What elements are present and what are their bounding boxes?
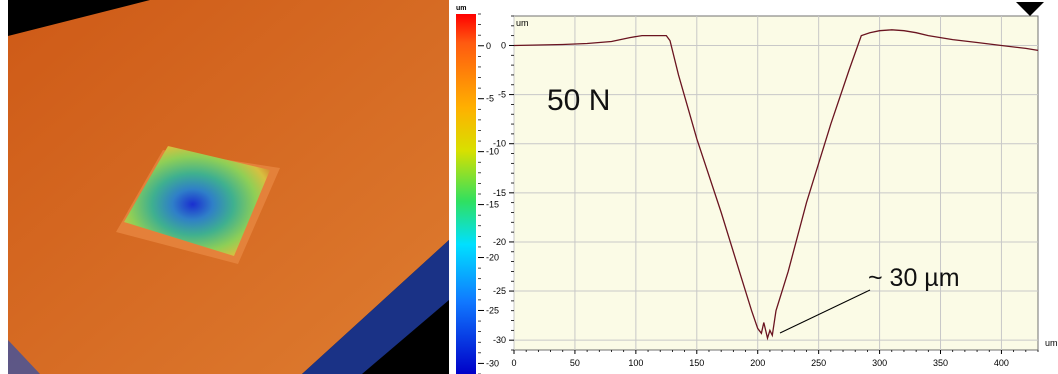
x-axis: 0 50 100 150 200 250 300 350 400 [511, 350, 1039, 368]
y-tick-label: 0 [501, 40, 506, 50]
colorbar: um 0 -5 -10 -15 -20 -25 -30 [456, 5, 499, 374]
depth-label: ~ 30 µm [868, 264, 960, 292]
x-tick-label: 0 [511, 358, 516, 368]
colorbar-unit: um [456, 5, 467, 12]
load-label: 50 N [547, 84, 610, 117]
colorbar-tick-label: -15 [486, 200, 499, 210]
x-tick-label: 50 [570, 358, 580, 368]
x-tick-label: 350 [933, 358, 948, 368]
y-tick-label: -25 [493, 286, 506, 296]
x-tick-label: 150 [689, 358, 704, 368]
x-tick-label: 200 [750, 358, 765, 368]
x-tick-label: 100 [628, 358, 643, 368]
y-tick-label: -5 [498, 90, 506, 100]
marker-triangle-icon [1016, 2, 1044, 16]
y-tick-label: -10 [493, 139, 506, 149]
colorbar-ticks: 0 -5 -10 -15 -20 -25 -30 [478, 13, 499, 374]
x-tick-label: 400 [994, 358, 1009, 368]
y-axis: 0 -5 -10 -15 -20 -25 -30 [493, 15, 514, 351]
indent-pit [124, 146, 270, 256]
sample-edge-left [8, 340, 40, 374]
x-tick-label: 300 [872, 358, 887, 368]
plot-area [513, 15, 1039, 351]
colorbar-tick-label: -10 [486, 147, 499, 157]
y-tick-label: -20 [493, 237, 506, 247]
colorbar-tick-label: 0 [486, 41, 491, 51]
profile-chart: 0 -5 -10 -15 -20 -25 -30 0 50 100 150 200 250 300 350… [493, 2, 1058, 368]
profile-line [513, 29, 1039, 341]
colorbar-gradient [456, 14, 476, 374]
y-axis-unit: um [516, 18, 529, 28]
x-tick-label: 250 [811, 358, 826, 368]
surface-3d-image [8, 0, 449, 374]
sample-edge [302, 240, 449, 374]
y-tick-label: -15 [493, 188, 506, 198]
colorbar-tick-label: -25 [486, 305, 499, 315]
gridlines [513, 16, 1038, 350]
colorbar-tick-label: -20 [486, 253, 499, 263]
depth-annotation-leader [779, 289, 871, 334]
x-axis-unit: um [1045, 338, 1058, 348]
colorbar-tick-label: -30 [486, 358, 499, 368]
colorbar-tick-label: -5 [486, 94, 494, 104]
y-tick-label: -30 [493, 335, 506, 345]
